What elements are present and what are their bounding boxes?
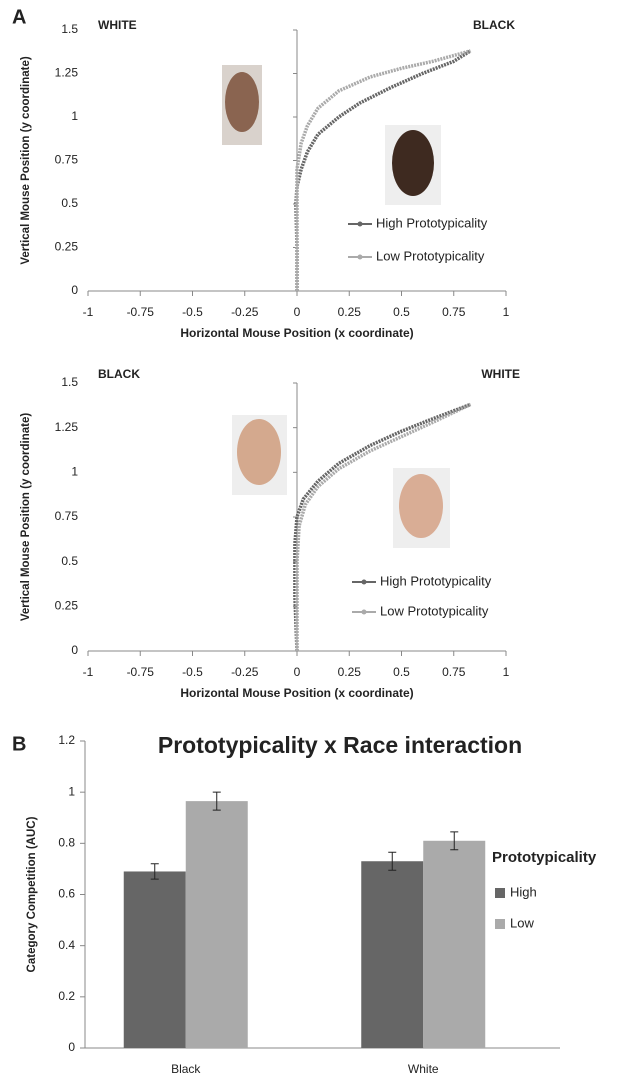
- y-tick-label: 0.75: [55, 509, 79, 523]
- bar: [361, 861, 423, 1048]
- legend-label: High Prototypicality: [376, 215, 488, 230]
- legend-swatch: [495, 888, 505, 898]
- y-tick-label: 0: [68, 1040, 75, 1054]
- x-tick-label: -0.25: [231, 305, 259, 319]
- legend-swatch: [495, 919, 505, 929]
- y-tick-label: 1.5: [61, 375, 78, 389]
- y-tick-label: 1.25: [55, 66, 79, 80]
- y-tick-label: 0: [71, 283, 78, 297]
- y-tick-label: 1: [71, 109, 78, 123]
- legend-label: Low: [510, 915, 534, 930]
- bar: [124, 871, 186, 1048]
- figure: A 0 0.25 0.5 0.75 1 1.25 1.5 Vertical Mouse Posi…: [0, 0, 624, 1081]
- x-axis-title: Horizontal Mouse Position (x coordinate): [180, 686, 413, 700]
- y-tick-label: 0.25: [55, 240, 79, 254]
- x-tick-label: 0.5: [393, 665, 410, 679]
- corner-label: WHITE: [481, 367, 520, 381]
- x-tick-label: White: [408, 1062, 439, 1076]
- x-tick-label: 0.5: [393, 305, 410, 319]
- y-tick-label: 0.2: [58, 989, 75, 1003]
- panel-label: A: [12, 6, 26, 28]
- x-tick-label: 0: [294, 665, 301, 679]
- y-tick-label: 0.5: [61, 554, 78, 568]
- legend-marker: [358, 222, 363, 227]
- legend-title: Prototypicality: [492, 849, 597, 866]
- y-tick-label: 0: [71, 643, 78, 657]
- face: [225, 72, 259, 132]
- corner-label: BLACK: [473, 18, 515, 32]
- corner-label: BLACK: [98, 367, 140, 381]
- x-tick-label: -0.5: [182, 305, 203, 319]
- y-tick-label: 1.25: [55, 420, 79, 434]
- y-axis-title: Category Competition (AUC): [26, 816, 38, 972]
- x-tick-label: Black: [171, 1062, 201, 1076]
- face: [392, 130, 434, 196]
- y-tick-label: 0.5: [61, 196, 78, 210]
- y-tick-label: 0.75: [55, 153, 79, 167]
- legend-marker: [362, 580, 367, 585]
- x-tick-label: 0.75: [442, 665, 466, 679]
- y-tick-label: 0.25: [55, 599, 79, 613]
- x-tick-label: -0.75: [127, 665, 155, 679]
- legend-label: Low Prototypicality: [376, 248, 485, 263]
- x-tick-label: 1: [503, 305, 510, 319]
- legend-marker: [358, 255, 363, 260]
- face: [237, 419, 281, 485]
- legend-label: High Prototypicality: [380, 573, 492, 588]
- face: [399, 474, 443, 538]
- y-tick-label: 1.5: [61, 22, 78, 36]
- legend-label: High: [510, 884, 537, 899]
- x-tick-label: -0.75: [127, 305, 155, 319]
- x-tick-label: -1: [83, 305, 94, 319]
- x-tick-label: 0.25: [338, 305, 362, 319]
- corner-label: WHITE: [98, 18, 137, 32]
- y-tick-label: 0.4: [58, 938, 75, 952]
- bar: [423, 841, 485, 1048]
- x-tick-label: -1: [83, 665, 94, 679]
- x-tick-label: 1: [503, 665, 510, 679]
- legend-marker: [362, 610, 367, 615]
- y-tick-label: 0.8: [58, 836, 75, 850]
- y-tick-label: 1: [71, 465, 78, 479]
- x-tick-label: 0: [294, 305, 301, 319]
- y-tick-label: 0.6: [58, 887, 75, 901]
- x-tick-label: -0.25: [231, 665, 259, 679]
- y-tick-label: 1: [68, 784, 75, 798]
- x-tick-label: 0.25: [338, 665, 362, 679]
- x-tick-label: 0.75: [442, 305, 466, 319]
- x-tick-label: -0.5: [182, 665, 203, 679]
- chart-title: Prototypicality x Race interaction: [158, 732, 522, 758]
- y-axis-title: Vertical Mouse Position (y coordinate): [20, 56, 32, 264]
- y-tick-label: 1.2: [58, 733, 75, 747]
- y-axis-title: Vertical Mouse Position (y coordinate): [20, 413, 32, 621]
- x-axis-title: Horizontal Mouse Position (x coordinate): [180, 326, 413, 340]
- panel-label: B: [12, 733, 26, 755]
- bar: [186, 801, 248, 1048]
- legend-label: Low Prototypicality: [380, 603, 489, 618]
